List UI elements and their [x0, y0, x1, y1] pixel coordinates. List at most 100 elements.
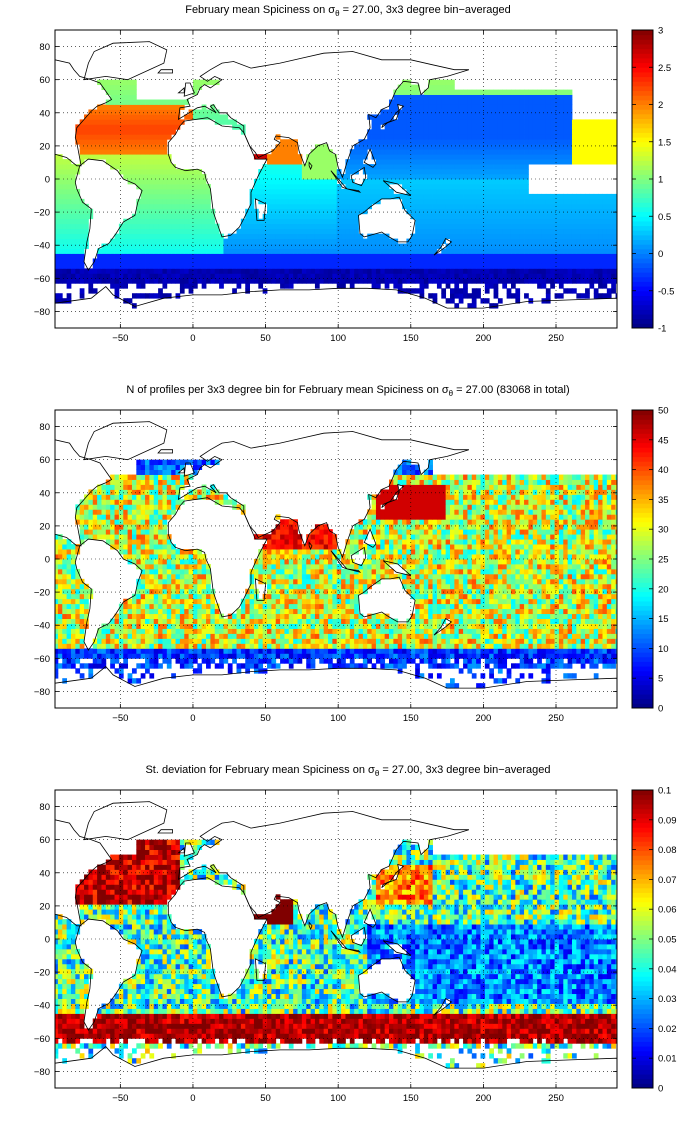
heatmap-cell: [598, 653, 603, 659]
heatmap-cell: [336, 253, 342, 259]
heatmap-cell: [432, 653, 438, 659]
heatmap-cell: [524, 273, 529, 279]
heatmap-cell: [567, 638, 573, 644]
heatmap-cell: [519, 174, 525, 180]
heatmap-cell: [489, 648, 494, 654]
heatmap-cell: [62, 663, 68, 669]
heatmap-cell: [149, 154, 155, 160]
heatmap-cell: [328, 159, 333, 165]
heatmap-cell: [284, 268, 290, 274]
heatmap-cell: [223, 643, 229, 649]
heatmap-cell: [450, 193, 455, 200]
heatmap-cell: [288, 144, 294, 150]
heatmap-cell: [375, 159, 381, 165]
heatmap-cell: [145, 248, 150, 254]
heatmap-cell: [79, 124, 85, 130]
heatmap-cell: [515, 233, 521, 239]
heatmap-cell: [463, 653, 468, 659]
heatmap-cell: [118, 169, 124, 175]
heatmap-cell: [127, 653, 133, 659]
heatmap-cell: [131, 104, 137, 110]
heatmap-cell: [423, 104, 429, 110]
heatmap-cell: [101, 248, 107, 254]
heatmap-cell: [280, 144, 285, 150]
heatmap-cell: [441, 253, 447, 259]
x-tick-label: 0: [190, 333, 195, 344]
heatmap-cell: [253, 638, 259, 644]
heatmap-cell: [489, 233, 494, 239]
heatmap-cell: [585, 193, 590, 200]
heatmap-cell: [131, 79, 137, 86]
heatmap-cell: [380, 633, 386, 639]
heatmap-cell: [563, 288, 569, 294]
heatmap-cell: [506, 114, 512, 120]
heatmap-cell: [524, 218, 529, 225]
heatmap-cell: [140, 149, 146, 155]
heatmap-cell: [567, 238, 573, 244]
heatmap-cell: [105, 139, 111, 145]
heatmap-cell: [567, 643, 573, 649]
heatmap-cell: [280, 179, 285, 185]
heatmap-cell: [423, 263, 429, 269]
heatmap-cell: [554, 273, 560, 279]
heatmap-cell: [84, 134, 89, 140]
heatmap-cell: [227, 248, 233, 254]
heatmap-cell: [476, 124, 481, 130]
heatmap-cell: [288, 648, 294, 654]
heatmap-cell: [458, 228, 464, 235]
heatmap-cell: [293, 653, 298, 659]
heatmap-cell: [580, 149, 586, 155]
heatmap-cell: [223, 238, 229, 244]
heatmap-cell: [306, 218, 311, 225]
heatmap-cell: [467, 99, 473, 105]
heatmap-cell: [384, 134, 390, 140]
heatmap-cell: [537, 243, 542, 249]
heatmap-cell: [149, 169, 155, 175]
heatmap-cell: [550, 648, 555, 654]
heatmap-cell: [545, 159, 551, 165]
heatmap-cell: [602, 268, 608, 274]
heatmap-cell: [349, 268, 355, 274]
heatmap-cell: [506, 198, 512, 205]
heatmap-cell: [445, 218, 451, 225]
heatmap-cell: [341, 248, 346, 254]
heatmap-cell: [262, 198, 268, 205]
heatmap-cell: [558, 263, 564, 269]
heatmap-cell: [262, 633, 268, 639]
heatmap-cell: [463, 124, 468, 130]
heatmap-cell: [450, 263, 455, 269]
heatmap-cell: [484, 94, 490, 100]
heatmap-cell: [219, 278, 224, 284]
heatmap-cell: [389, 663, 394, 669]
heatmap-cell: [140, 253, 146, 259]
heatmap-cell: [484, 188, 490, 195]
heatmap-cell: [450, 273, 455, 279]
heatmap-cell: [166, 164, 172, 170]
heatmap-cell: [611, 658, 616, 664]
heatmap-cell: [214, 278, 220, 284]
heatmap-cell: [502, 179, 508, 185]
heatmap-cell: [567, 109, 573, 115]
heatmap-cell: [323, 149, 329, 155]
heatmap-cell: [310, 208, 316, 215]
heatmap-cell: [349, 638, 355, 644]
heatmap-cell: [510, 198, 516, 205]
heatmap-cell: [227, 653, 233, 659]
heatmap-cell: [75, 268, 81, 274]
heatmap-cell: [454, 648, 460, 654]
heatmap-cell: [524, 233, 529, 239]
heatmap-cell: [445, 134, 451, 140]
heatmap-cell: [166, 129, 172, 135]
colorbar-segment: [632, 295, 653, 301]
heatmap-cell: [66, 293, 72, 299]
heatmap-cell: [92, 288, 98, 294]
heatmap-cell: [105, 638, 111, 644]
heatmap-cell: [362, 243, 368, 249]
heatmap-cell: [389, 159, 394, 165]
heatmap-cell: [476, 114, 481, 120]
heatmap-cell: [493, 263, 499, 269]
heatmap-cell: [545, 208, 551, 215]
heatmap-cell: [162, 643, 168, 649]
heatmap-cell: [541, 263, 547, 269]
heatmap-cell: [541, 154, 547, 160]
